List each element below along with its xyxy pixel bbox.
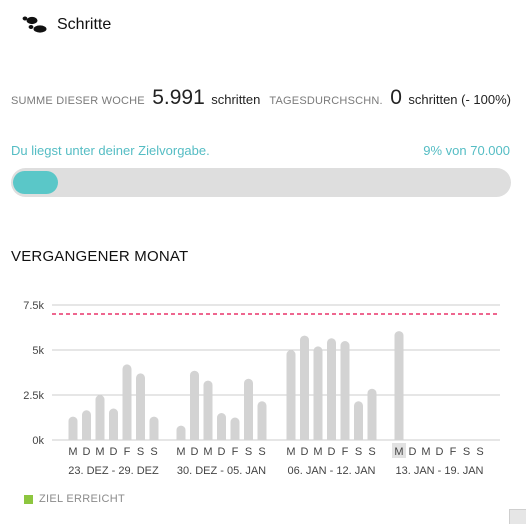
day-label: M xyxy=(286,446,295,458)
section-title: VERGANGENER MONAT xyxy=(11,248,189,265)
y-tick-label: 2.5k xyxy=(23,390,44,402)
day-label: M xyxy=(68,446,77,458)
week-total-label: SUMME DIESER WOCHE xyxy=(11,95,145,107)
today-highlight xyxy=(392,443,406,458)
day-label: M xyxy=(394,446,403,458)
bar-3-2 xyxy=(300,335,309,440)
bar-2-4 xyxy=(217,413,226,440)
day-label: F xyxy=(124,446,131,458)
day-label: S xyxy=(463,446,470,458)
day-label: F xyxy=(232,446,239,458)
day-label: S xyxy=(355,446,362,458)
day-label: D xyxy=(83,446,91,458)
day-label: M xyxy=(203,446,212,458)
week-label: 06. JAN - 12. JAN xyxy=(287,465,375,477)
day-label: M xyxy=(176,446,185,458)
week-label: 23. DEZ - 29. DEZ xyxy=(68,465,159,477)
stats-row: SUMME DIESER WOCHE 5.991 schritten TAGES… xyxy=(11,86,511,112)
day-label: D xyxy=(301,446,309,458)
daily-average-unit: schritten (- 100%) xyxy=(408,92,511,107)
day-label: S xyxy=(137,446,144,458)
y-tick-label: 5k xyxy=(32,345,44,357)
day-label: M xyxy=(95,446,104,458)
day-label: S xyxy=(368,446,375,458)
bar-3-7 xyxy=(367,388,377,440)
page-header: Schritte xyxy=(22,13,111,37)
bar-3-5 xyxy=(340,341,350,440)
goal-progress-fill xyxy=(13,171,58,194)
bar-1-1 xyxy=(68,416,78,440)
bar-3-3 xyxy=(313,346,323,440)
bar-1-6 xyxy=(136,373,145,440)
bar-1-2 xyxy=(82,410,92,440)
day-label: M xyxy=(421,446,430,458)
day-label: D xyxy=(409,446,417,458)
day-label: F xyxy=(342,446,349,458)
bar-2-1 xyxy=(176,425,186,440)
day-label: D xyxy=(110,446,118,458)
bar-3-1 xyxy=(286,350,296,440)
y-tick-label: 0k xyxy=(32,435,44,447)
page-title: Schritte xyxy=(57,16,112,33)
day-label: F xyxy=(450,446,457,458)
legend-label: ZIEL ERREICHT xyxy=(39,493,126,505)
bar-2-6 xyxy=(244,378,253,440)
bar-2-5 xyxy=(230,417,240,440)
week-label: 30. DEZ - 05. JAN xyxy=(177,465,266,477)
day-label: S xyxy=(245,446,252,458)
daily-average-label: TAGESDURCHSCHN. xyxy=(269,95,383,107)
week-total-unit: schritten xyxy=(211,92,261,107)
day-label: S xyxy=(150,446,157,458)
bar-2-2 xyxy=(190,370,199,440)
week-total-value: 5.991 xyxy=(152,86,205,109)
day-label: D xyxy=(218,446,226,458)
bar-2-7 xyxy=(257,401,267,440)
y-tick-label: 7.5k xyxy=(23,300,44,312)
day-label: D xyxy=(328,446,336,458)
daily-average-stat: TAGESDURCHSCHN. 0 schritten (- 100%) xyxy=(269,86,511,110)
week-label: 13. JAN - 19. JAN xyxy=(395,465,483,477)
legend-swatch xyxy=(24,494,33,504)
day-label: S xyxy=(258,446,265,458)
bar-1-7 xyxy=(149,416,159,440)
bar-3-4 xyxy=(327,338,336,440)
bar-1-4 xyxy=(109,408,118,440)
day-label: S xyxy=(476,446,483,458)
bar-1-3 xyxy=(95,395,105,440)
chart-legend: ZIEL ERREICHT xyxy=(24,493,125,505)
goal-progress-bar xyxy=(11,168,511,197)
bar-3-6 xyxy=(354,401,363,440)
week-total-stat: SUMME DIESER WOCHE 5.991 schritten xyxy=(11,86,260,110)
goal-message: Du liegst unter deiner Zielvorgabe. xyxy=(11,143,210,158)
day-label: D xyxy=(191,446,199,458)
daily-average-value: 0 xyxy=(390,86,402,109)
footsteps-icon xyxy=(22,16,47,33)
resize-handle[interactable] xyxy=(509,509,526,524)
day-label: M xyxy=(313,446,322,458)
day-label: D xyxy=(436,446,444,458)
bar-4-1 xyxy=(394,331,404,440)
bar-2-3 xyxy=(203,380,213,440)
goal-percent: 9% von 70.000 xyxy=(423,143,510,158)
bar-1-5 xyxy=(122,364,132,440)
